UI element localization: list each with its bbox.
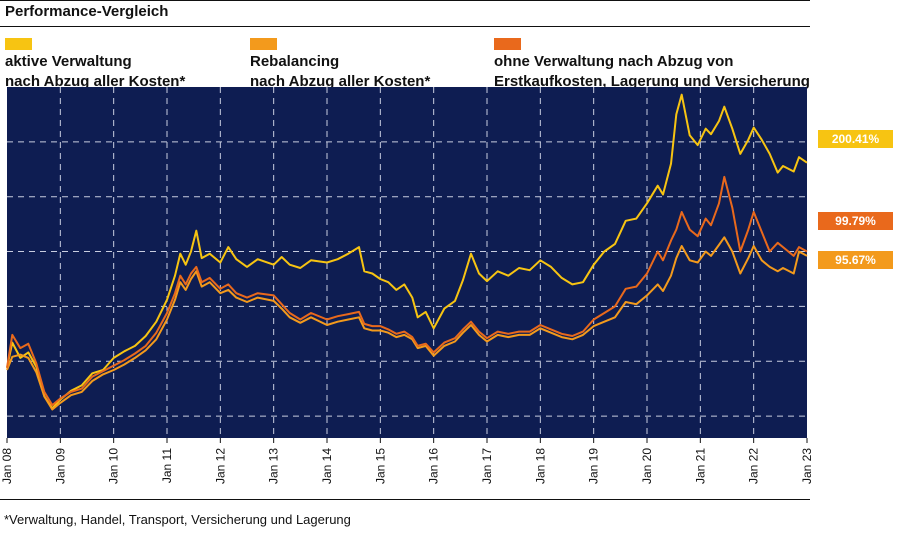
legend-label-no-management: ohne Verwaltung nach Abzug von Erstkaufk… <box>494 52 810 92</box>
footnote: *Verwaltung, Handel, Transport, Versiche… <box>4 512 351 527</box>
legend-swatch-active <box>5 38 32 50</box>
x-tick-label: Jan 08 <box>0 448 14 484</box>
x-tick-label: Jan 16 <box>427 448 441 484</box>
plot-background <box>7 87 807 438</box>
legend-swatch-no-management <box>494 38 521 50</box>
x-tick-label: Jan 13 <box>267 448 281 484</box>
legend-label-active: aktive Verwaltung nach Abzug aller Koste… <box>5 52 185 92</box>
x-tick-label: Jan 21 <box>693 448 707 484</box>
legend-label-line1: ohne Verwaltung nach Abzug von <box>494 53 734 70</box>
x-tick-label: Jan 11 <box>160 448 174 483</box>
x-tick-label: Jan 12 <box>213 448 227 484</box>
title-rule <box>0 26 810 27</box>
series-line-1 <box>6 93 808 410</box>
end-label-no-management: 99.79% <box>818 212 893 230</box>
series-line-2 <box>6 236 808 411</box>
x-tick-label: Jan 14 <box>320 448 334 484</box>
top-rule <box>0 0 810 1</box>
end-label-active: 200.41% <box>818 130 893 148</box>
bottom-rule <box>0 499 810 500</box>
legend-swatch-rebalancing <box>250 38 277 50</box>
end-label-rebalancing: 95.67% <box>818 251 893 269</box>
x-tick-label: Jan 23 <box>800 448 814 484</box>
x-tick-label: Jan 22 <box>747 448 761 484</box>
x-tick-label: Jan 17 <box>480 448 494 484</box>
legend-item-no-management: ohne Verwaltung nach Abzug von Erstkaufk… <box>494 38 810 92</box>
x-tick-label: Jan 20 <box>640 448 654 484</box>
x-tick-label: Jan 18 <box>533 448 547 484</box>
x-tick-label: Jan 09 <box>53 448 67 484</box>
legend-label-line2: Erstkaufkosten, Lagerung und Versicherun… <box>494 73 810 90</box>
legend-item-rebalancing: Rebalancing nach Abzug aller Kosten* <box>250 38 430 92</box>
series-line-3 <box>6 175 808 407</box>
chart-title: Performance-Vergleich <box>5 3 169 20</box>
legend-label-line2: nach Abzug aller Kosten* <box>250 73 431 90</box>
legend-item-active: aktive Verwaltung nach Abzug aller Koste… <box>5 38 185 92</box>
legend-label-rebalancing: Rebalancing nach Abzug aller Kosten* <box>250 52 430 92</box>
x-tick-label: Jan 19 <box>587 448 601 484</box>
legend-label-line1: Rebalancing <box>250 53 340 70</box>
x-tick-label: Jan 15 <box>373 448 387 484</box>
legend-label-line1: aktive Verwaltung <box>5 53 132 70</box>
x-tick-label: Jan 10 <box>107 448 121 484</box>
legend-label-line2: nach Abzug aller Kosten* <box>5 73 186 90</box>
